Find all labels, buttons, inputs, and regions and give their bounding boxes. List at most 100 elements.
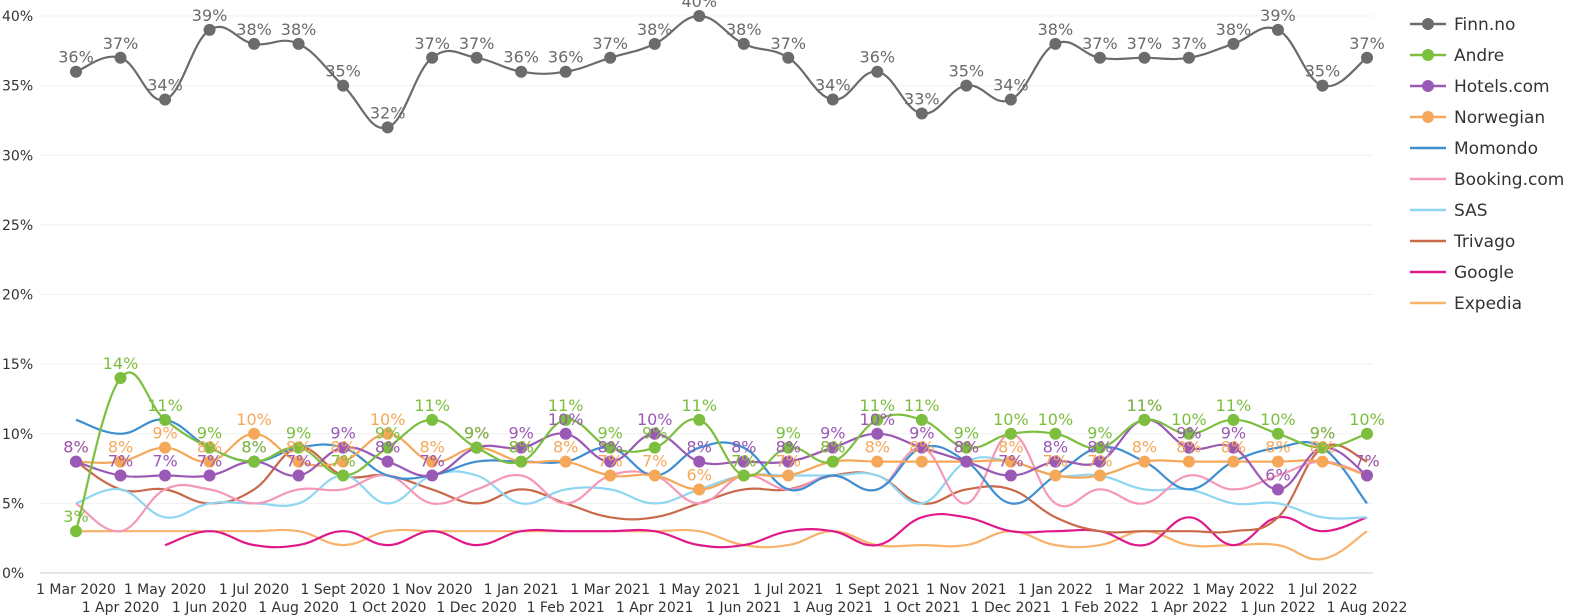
data-label-norwegian: 10%	[236, 410, 272, 429]
point-finn-no	[426, 51, 439, 64]
legend-item-norwegian[interactable]: Norwegian	[1410, 108, 1545, 128]
x-tick-label: 1 Nov 2020	[392, 582, 473, 598]
point-hotels-com	[70, 455, 82, 468]
point-norwegian	[1182, 455, 1195, 468]
legend-item-hotels-com[interactable]: Hotels.com	[1410, 77, 1550, 97]
x-tick-label: 1 Apr 2020	[82, 600, 160, 615]
point-finn-no	[1316, 79, 1329, 92]
data-label-andre: 10%	[993, 410, 1029, 429]
y-tick-label: 0%	[2, 566, 24, 582]
x-tick-label: 1 Feb 2021	[527, 600, 605, 615]
data-label-andre: 11%	[414, 396, 450, 415]
y-tick-label: 5%	[2, 496, 24, 512]
x-tick-label: 1 Sept 2020	[300, 582, 385, 598]
data-label-finn-no: 37%	[414, 34, 450, 53]
point-norwegian	[337, 455, 350, 468]
data-label-andre: 11%	[904, 396, 940, 415]
data-label-hotels-com: 8%	[954, 438, 979, 457]
data-label-norwegian: 8%	[820, 438, 845, 457]
point-finn-no	[693, 10, 706, 22]
point-norwegian	[604, 469, 617, 482]
point-hotels-com	[114, 469, 127, 482]
point-hotels-com	[1182, 441, 1195, 454]
point-finn-no	[159, 93, 172, 106]
legend-item-finn-no[interactable]: Finn.no	[1410, 15, 1515, 35]
data-labels: 8% 8%9%8%10%8% 8%10%8%9%8% 8%7% 7%6%7% 7%8% 8%…	[58, 0, 1385, 526]
legend-item-google[interactable]: Google	[1410, 263, 1514, 283]
x-tick-label: 1 Jul 2022	[1287, 582, 1357, 598]
point-finn-no	[559, 65, 572, 78]
x-tick-label: 1 Apr 2022	[1150, 600, 1228, 615]
series-markers	[70, 10, 1373, 538]
point-hotels-com	[337, 441, 350, 454]
data-label-norwegian: 6%	[687, 465, 712, 484]
point-hotels-com	[826, 441, 839, 454]
point-andre	[693, 413, 706, 426]
data-label-hotels-com: 8%	[1087, 438, 1112, 457]
legend-label: Momondo	[1454, 139, 1538, 159]
point-finn-no	[1361, 51, 1373, 64]
x-tick-label: 1 Aug 2020	[258, 600, 339, 615]
point-norwegian	[915, 455, 928, 468]
data-label-norwegian: 7%	[598, 452, 623, 471]
legend-item-andre[interactable]: Andre	[1410, 46, 1504, 66]
point-andre	[1271, 427, 1284, 440]
data-label-norwegian: 9%	[464, 424, 489, 443]
point-hotels-com	[693, 455, 706, 468]
point-hotels-com	[159, 469, 172, 482]
data-label-norwegian: 7%	[1043, 452, 1068, 471]
data-label-finn-no: 34%	[993, 76, 1029, 95]
point-hotels-com	[1093, 455, 1106, 468]
data-label-hotels-com: 7%	[998, 452, 1023, 471]
data-label-andre: 9%	[642, 424, 667, 443]
data-label-norwegian: 7%	[776, 452, 801, 471]
data-label-norwegian: 8%	[909, 438, 934, 457]
data-label-norwegian: 10%	[370, 410, 406, 429]
data-label-hotels-com: 7%	[152, 452, 177, 471]
data-label-finn-no: 38%	[637, 20, 673, 39]
data-label-norwegian: 8%	[286, 438, 311, 457]
x-tick-label: 1 Mar 2022	[1104, 582, 1184, 598]
data-label-finn-no: 40%	[681, 0, 717, 11]
legend-item-momondo[interactable]: Momondo	[1410, 139, 1538, 159]
data-label-hotels-com: 6%	[1265, 465, 1290, 484]
data-label-hotels-com: 9%	[330, 424, 355, 443]
x-tick-label: 1 Aug 2022	[1327, 600, 1408, 615]
data-label-andre: 9%	[776, 424, 801, 443]
point-finn-no	[292, 37, 305, 50]
x-tick-label: 1 Oct 2020	[349, 600, 427, 615]
data-label-finn-no: 38%	[236, 20, 272, 39]
data-label-finn-no: 37%	[1082, 34, 1118, 53]
legend-label: Expedia	[1454, 294, 1522, 314]
point-andre	[826, 455, 839, 468]
point-norwegian	[426, 455, 439, 468]
point-finn-no	[70, 65, 82, 78]
data-label-norwegian: 7%	[1087, 452, 1112, 471]
data-label-andre: 14%	[103, 354, 139, 373]
data-label-hotels-com: 7%	[1354, 452, 1379, 471]
x-tick-label: 1 Jun 2021	[706, 600, 781, 615]
legend-item-booking-com[interactable]: Booking.com	[1410, 170, 1564, 190]
legend-item-sas[interactable]: SAS	[1410, 201, 1488, 221]
data-label-finn-no: 35%	[1305, 62, 1341, 81]
data-label-finn-no: 39%	[1260, 6, 1296, 25]
data-label-finn-no: 37%	[592, 34, 628, 53]
legend-item-trivago[interactable]: Trivago	[1410, 232, 1515, 252]
x-tick-label: 1 Jan 2022	[1018, 582, 1093, 598]
point-norwegian	[782, 469, 795, 482]
point-hotels-com	[604, 455, 617, 468]
point-andre	[960, 441, 973, 454]
data-label-hotels-com: 8%	[241, 438, 266, 457]
data-label-norwegian: 9%	[152, 424, 177, 443]
point-finn-no	[826, 93, 839, 106]
data-label-hotels-com: 9%	[464, 424, 489, 443]
legend-label: Booking.com	[1454, 170, 1564, 190]
x-tick-label: 1 Jul 2021	[753, 582, 823, 598]
x-tick-label: 1 Nov 2021	[926, 582, 1007, 598]
legend-item-expedia[interactable]: Expedia	[1410, 294, 1522, 314]
point-norwegian	[1049, 469, 1062, 482]
data-label-hotels-com: 10%	[637, 410, 673, 429]
data-label-andre: 9%	[1310, 424, 1335, 443]
point-andre	[292, 441, 305, 454]
